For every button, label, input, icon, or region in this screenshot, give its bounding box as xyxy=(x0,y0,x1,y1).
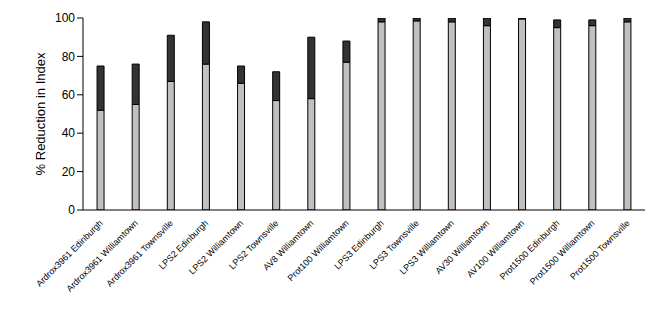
svg-text:LPS3 Townsville: LPS3 Townsville xyxy=(367,218,421,272)
svg-text:Prot1500 Williamtown: Prot1500 Williamtown xyxy=(528,218,597,287)
svg-text:LPS3 Edinburgh: LPS3 Edinburgh xyxy=(332,218,386,272)
svg-text:40: 40 xyxy=(62,126,76,140)
svg-text:Prot100 Williamtown: Prot100 Williamtown xyxy=(286,218,351,283)
svg-text:AV100 Williamtown: AV100 Williamtown xyxy=(465,218,526,279)
svg-text:LPS2 Townsville: LPS2 Townsville xyxy=(227,218,281,272)
svg-text:LPS3 Williamtown: LPS3 Williamtown xyxy=(397,218,457,277)
svg-text:60: 60 xyxy=(62,88,76,102)
svg-text:Ardrox3961 Williamtown: Ardrox3961 Williamtown xyxy=(64,218,140,294)
svg-text:% Reduction in Index: % Reduction in Index xyxy=(33,52,48,175)
svg-text:Ardrox3961 Townsville: Ardrox3961 Townsville xyxy=(104,218,175,289)
svg-text:AV30 Williamtown: AV30 Williamtown xyxy=(433,218,492,276)
svg-text:100: 100 xyxy=(55,11,75,25)
svg-text:80: 80 xyxy=(62,50,76,64)
svg-text:Prot1500 Edinburgh: Prot1500 Edinburgh xyxy=(498,218,562,282)
svg-text:20: 20 xyxy=(62,165,76,179)
svg-text:0: 0 xyxy=(68,203,75,217)
svg-text:Ardrox3961 Edinburgh: Ardrox3961 Edinburgh xyxy=(34,218,105,289)
svg-text:AV8 Williamtown: AV8 Williamtown xyxy=(261,218,316,273)
svg-text:Prot1500 Townsville: Prot1500 Townsville xyxy=(568,218,632,282)
svg-text:LPS2 Williamtown: LPS2 Williamtown xyxy=(186,218,246,277)
svg-text:LPS2 Edinburgh: LPS2 Edinburgh xyxy=(156,218,211,272)
